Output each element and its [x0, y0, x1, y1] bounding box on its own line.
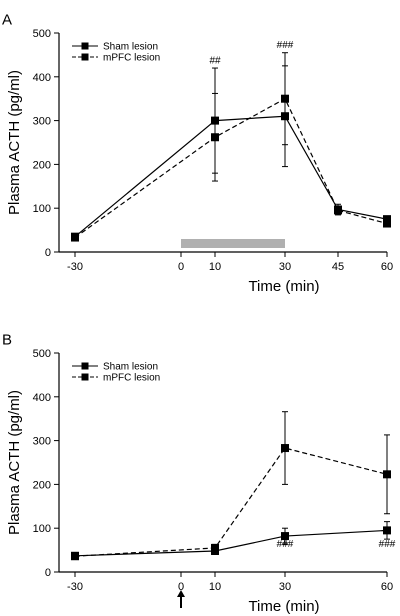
x-tick-label: -30 [67, 261, 83, 273]
y-tick-label: 500 [33, 348, 51, 360]
x-axis-title: Time (min) [248, 598, 319, 615]
legend-marker [81, 42, 89, 50]
data-point [211, 543, 219, 552]
legend-marker [81, 53, 89, 61]
series-line [74, 115, 388, 238]
y-axis-title: Plasma ACTH (pg/ml) [6, 390, 23, 535]
y-tick-label: 200 [33, 159, 51, 171]
legend-marker [81, 373, 89, 381]
series-line [74, 529, 388, 557]
significance-label: ### [379, 539, 396, 550]
data-point [383, 526, 391, 535]
y-tick-label: 400 [33, 72, 51, 84]
significance-label: ### [277, 539, 294, 550]
x-tick-label: 30 [279, 261, 291, 273]
y-tick-label: 300 [33, 436, 51, 448]
series-sham [71, 65, 391, 241]
y-tick-label: 400 [33, 392, 51, 404]
x-tick-label: 0 [178, 581, 184, 593]
series-mpfc [71, 411, 391, 561]
legend-entry-label: mPFC lesion [103, 373, 160, 384]
y-tick-label: 500 [33, 28, 51, 40]
y-tick-label: 200 [33, 479, 51, 491]
x-tick-label: 0 [178, 261, 184, 273]
chart-panel-a: A 0 100 200 300 400 500 -30 0 10 30 45 60 Time (min) P… [2, 11, 393, 295]
legend-marker [81, 362, 89, 370]
data-point [334, 206, 342, 215]
data-point [281, 94, 289, 103]
data-point [71, 233, 79, 242]
data-point [71, 552, 79, 561]
x-tick-label: 45 [332, 261, 344, 273]
x-tick-label: -30 [67, 581, 83, 593]
y-tick-label: 0 [45, 247, 51, 259]
data-point [281, 532, 289, 541]
significance-label: ### [277, 40, 294, 51]
legend-entry-label: Sham lesion [103, 362, 158, 373]
y-tick-label: 100 [33, 523, 51, 535]
panel-label: A [2, 11, 12, 28]
y-axis-title: Plasma ACTH (pg/ml) [6, 70, 23, 215]
legend-entry-label: Sham lesion [103, 42, 158, 53]
stimulus-arrow-icon [177, 590, 185, 597]
x-tick-label: 60 [381, 261, 393, 273]
x-axis-title: Time (min) [248, 278, 319, 295]
chart-panel-b: B 0 100 200 300 400 500 -30 0 10 30 60 Time (min) Pla… [2, 331, 396, 615]
data-point [211, 133, 219, 142]
significance-label: ## [209, 56, 221, 67]
stimulus-bar [181, 239, 285, 248]
x-tick-label: 10 [209, 261, 221, 273]
data-point [281, 444, 289, 453]
data-point [383, 215, 391, 224]
series-line [74, 447, 388, 557]
y-tick-label: 0 [45, 567, 51, 579]
y-tick-label: 100 [33, 203, 51, 215]
data-point [383, 219, 391, 228]
data-point [383, 470, 391, 479]
panel-label: B [2, 331, 12, 348]
x-tick-label: 30 [279, 581, 291, 593]
legend-entry-label: mPFC lesion [103, 53, 160, 64]
y-tick-label: 300 [33, 116, 51, 128]
x-tick-label: 10 [209, 581, 221, 593]
x-tick-label: 60 [381, 581, 393, 593]
series-mpfc [71, 52, 391, 242]
